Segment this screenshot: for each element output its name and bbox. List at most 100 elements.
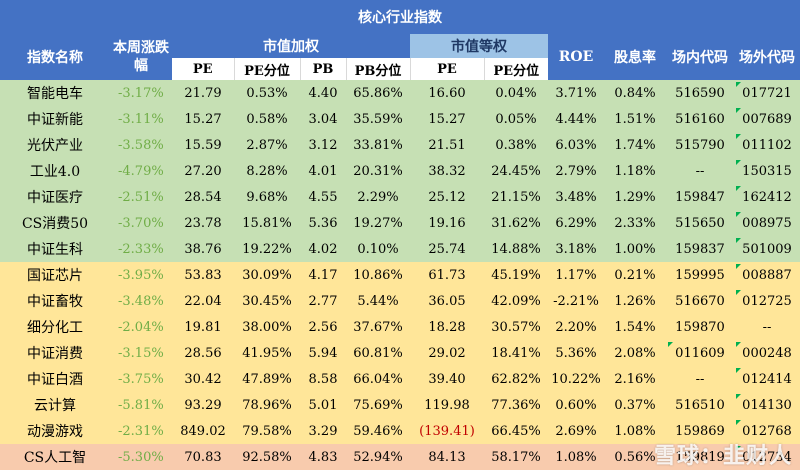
- cell-onshore-code: 516670: [666, 288, 734, 314]
- cell-dividend: 0.21%: [604, 262, 666, 288]
- cell-pe-percentile: 47.89%: [234, 366, 300, 392]
- cell-roe: 1.08%: [548, 444, 604, 470]
- cell-pe-equal: 38.32: [410, 158, 484, 184]
- cell-pe: 19.81: [172, 314, 234, 340]
- cell-weekly-change: -3.95%: [110, 262, 172, 288]
- table-row: 光伏产业 -3.58% 15.59 2.87% 3.12 33.81% 21.51 0.38%…: [0, 132, 800, 158]
- cell-offshore-code: 008975: [734, 210, 800, 236]
- table-row: 云计算 -5.81% 93.29 78.96% 5.01 75.69% 119.98 77.3…: [0, 392, 800, 418]
- cell-roe: 2.20%: [548, 314, 604, 340]
- cell-pe-equal: 39.40: [410, 366, 484, 392]
- cell-pe-percentile: 15.81%: [234, 210, 300, 236]
- cell-index-name: 中证医疗: [0, 184, 110, 210]
- cell-pe-equal-percentile: 0.04%: [484, 80, 548, 106]
- subheader-pe: PE: [172, 58, 234, 80]
- cell-onshore-code: 159870: [666, 314, 734, 340]
- cell-pb-percentile: 35.59%: [346, 106, 410, 132]
- cell-pe: 70.83: [172, 444, 234, 470]
- cell-pb-percentile: 20.31%: [346, 158, 410, 184]
- cell-pe-percentile: 79.58%: [234, 418, 300, 444]
- cell-pe-percentile: 30.45%: [234, 288, 300, 314]
- cell-pe-percentile: 0.53%: [234, 80, 300, 106]
- cell-pb-percentile: 10.86%: [346, 262, 410, 288]
- cell-onshore-code: 159847: [666, 184, 734, 210]
- cell-pb-percentile: 75.69%: [346, 392, 410, 418]
- cell-dividend: 1.51%: [604, 106, 666, 132]
- cell-pe-equal: (139.41): [410, 418, 484, 444]
- cell-pe-equal-percentile: 14.88%: [484, 236, 548, 262]
- cell-weekly-change: -2.33%: [110, 236, 172, 262]
- subheader-pe-equal: PE: [409, 58, 484, 80]
- cell-pe-equal-percentile: 58.17%: [484, 444, 548, 470]
- table-row: 工业4.0 -4.79% 27.20 8.28% 4.01 20.31% 38.32 24.4…: [0, 158, 800, 184]
- cell-dividend: 1.54%: [604, 314, 666, 340]
- cell-index-name: CS消费50: [0, 210, 110, 236]
- cell-pe: 849.02: [172, 418, 234, 444]
- cell-dividend: 1.26%: [604, 288, 666, 314]
- cell-pb-percentile: 66.04%: [346, 366, 410, 392]
- cell-weekly-change: -3.58%: [110, 132, 172, 158]
- cell-pe-equal-percentile: 24.45%: [484, 158, 548, 184]
- header-change-label: 本周涨跌幅: [113, 40, 169, 74]
- cell-offshore-code: 011102: [734, 132, 800, 158]
- cell-pe-percentile: 92.58%: [234, 444, 300, 470]
- cell-pe-equal-percentile: 0.05%: [484, 106, 548, 132]
- cell-roe: 1.17%: [548, 262, 604, 288]
- cell-pb-percentile: 19.27%: [346, 210, 410, 236]
- cell-dividend: 2.16%: [604, 366, 666, 392]
- cell-pe-equal-percentile: 18.41%: [484, 340, 548, 366]
- cell-index-name: 中证生科: [0, 236, 110, 262]
- subheader-pe-percentile: PE分位: [233, 58, 300, 80]
- cell-pe: 93.29: [172, 392, 234, 418]
- cell-roe: 6.29%: [548, 210, 604, 236]
- cell-onshore-code: 516590: [666, 80, 734, 106]
- cell-offshore-code: 012768: [734, 418, 800, 444]
- cell-pb: 2.56: [300, 314, 346, 340]
- cell-roe: 6.03%: [548, 132, 604, 158]
- cell-pb-percentile: 2.29%: [346, 184, 410, 210]
- cell-pe-equal: 25.12: [410, 184, 484, 210]
- cell-pb: 3.29: [300, 418, 346, 444]
- cell-dividend: 2.33%: [604, 210, 666, 236]
- cell-roe: 10.22%: [548, 366, 604, 392]
- table-row: 中证白酒 -3.75% 30.42 47.89% 8.58 66.04% 39.40 62.8…: [0, 366, 800, 392]
- table-row: 细分化工 -2.04% 19.81 38.00% 2.56 37.67% 18.28 30.5…: [0, 314, 800, 340]
- cell-offshore-code: 007689: [734, 106, 800, 132]
- cell-pe: 38.76: [172, 236, 234, 262]
- cell-weekly-change: -3.11%: [110, 106, 172, 132]
- cell-pe-percentile: 0.58%: [234, 106, 300, 132]
- cell-index-name: 光伏产业: [0, 132, 110, 158]
- table-row: 中证消费 -3.15% 28.56 41.95% 5.94 60.81% 29.02 18.4…: [0, 340, 800, 366]
- cell-pe-equal: 29.02: [410, 340, 484, 366]
- cell-offshore-code: 150315: [734, 158, 800, 184]
- cell-roe: 4.44%: [548, 106, 604, 132]
- cell-offshore-code: 014130: [734, 392, 800, 418]
- subheader-pe-equal-percentile: PE分位: [483, 58, 548, 80]
- cell-pe: 27.20: [172, 158, 234, 184]
- cell-pe-equal: 119.98: [410, 392, 484, 418]
- cell-pe-percentile: 30.09%: [234, 262, 300, 288]
- cell-onshore-code: 516510: [666, 392, 734, 418]
- cell-weekly-change: -3.15%: [110, 340, 172, 366]
- cell-dividend: 1.00%: [604, 236, 666, 262]
- cell-pe-equal-percentile: 30.57%: [484, 314, 548, 340]
- cell-offshore-code: 012734: [734, 444, 800, 470]
- header-group-weighted: 市值加权: [172, 34, 410, 58]
- cell-onshore-code: 159837: [666, 236, 734, 262]
- table-row: 中证生科 -2.33% 38.76 19.22% 4.02 0.10% 25.74 14.88…: [0, 236, 800, 262]
- cell-weekly-change: -3.48%: [110, 288, 172, 314]
- cell-dividend: 0.56%: [604, 444, 666, 470]
- cell-onshore-code: 515650: [666, 210, 734, 236]
- cell-pb: 4.17: [300, 262, 346, 288]
- header-group-equal: 市值等权: [410, 34, 548, 58]
- cell-pe: 15.27: [172, 106, 234, 132]
- cell-pb-percentile: 59.46%: [346, 418, 410, 444]
- cell-roe: 5.36%: [548, 340, 604, 366]
- cell-dividend: 1.18%: [604, 158, 666, 184]
- cell-pe-equal-percentile: 45.19%: [484, 262, 548, 288]
- cell-offshore-code: 000248: [734, 340, 800, 366]
- cell-pe: 22.04: [172, 288, 234, 314]
- cell-pb: 5.01: [300, 392, 346, 418]
- cell-pe-percentile: 19.22%: [234, 236, 300, 262]
- cell-weekly-change: -2.31%: [110, 418, 172, 444]
